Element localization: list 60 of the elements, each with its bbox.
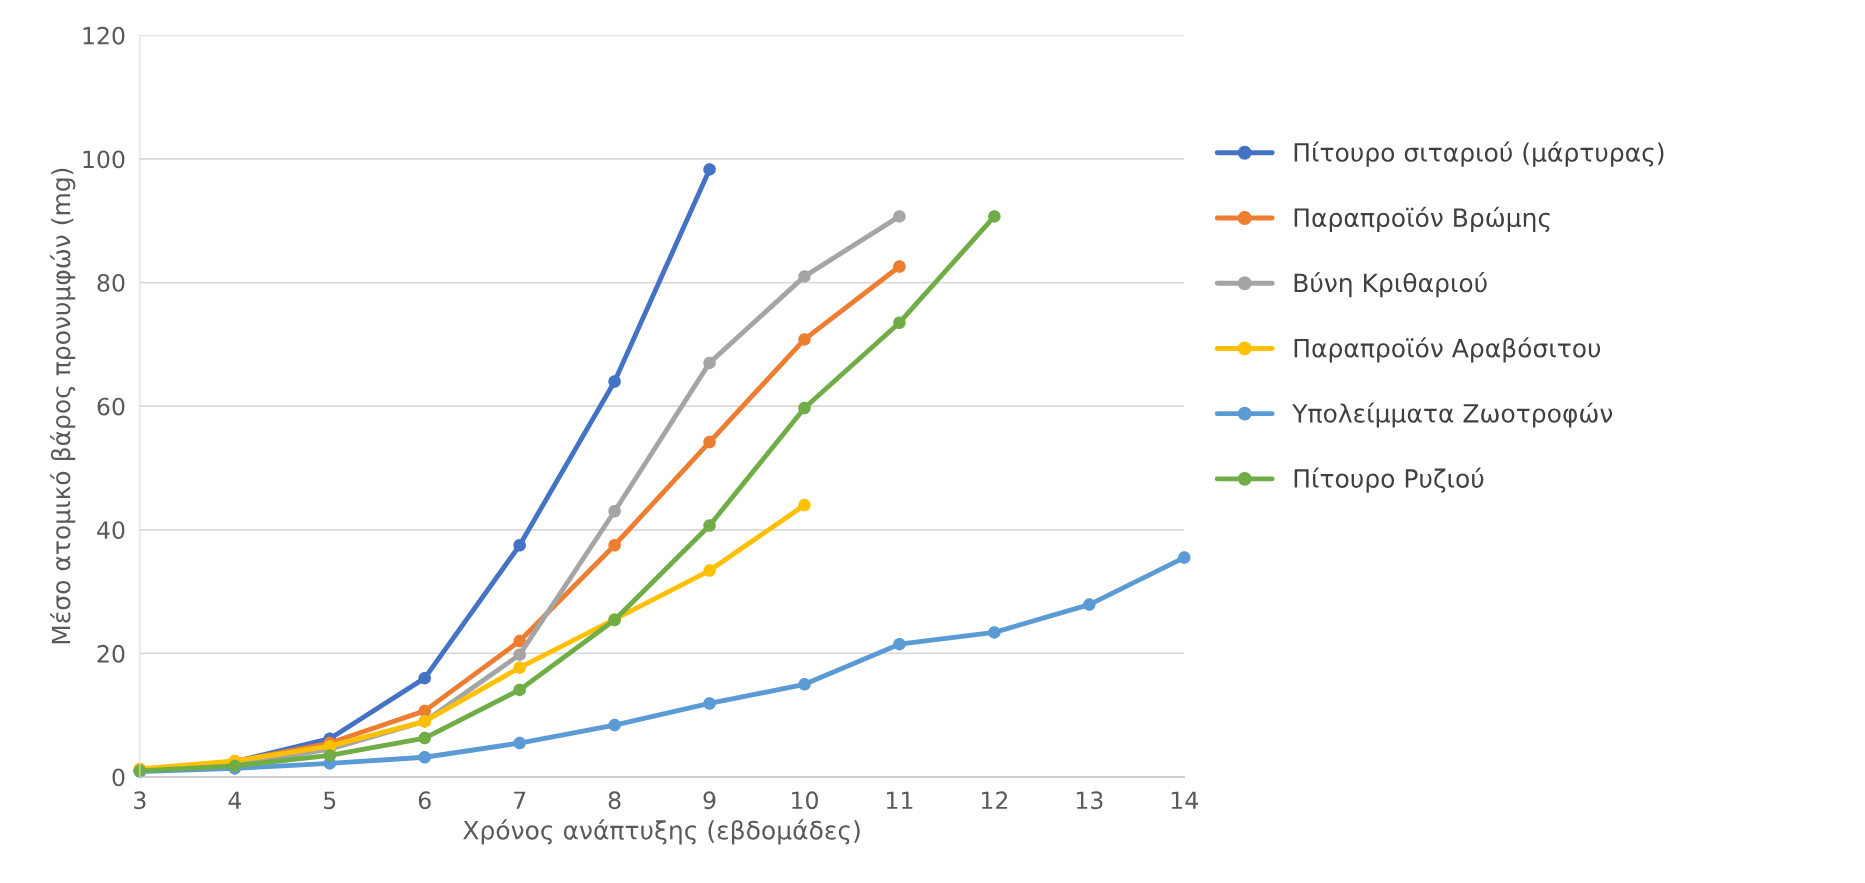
point bbox=[1178, 551, 1191, 564]
x-tick-label: 9 bbox=[703, 791, 716, 810]
point bbox=[798, 333, 811, 346]
x-tick-label: 5 bbox=[324, 791, 336, 810]
x-tick-label: 12 bbox=[981, 791, 1008, 809]
point bbox=[988, 626, 1001, 639]
x-axis-title: Χρόνος ανάπτυξης (εβδομάδες) bbox=[463, 819, 860, 845]
point bbox=[513, 634, 526, 648]
point bbox=[323, 749, 337, 762]
y-tick-label: 100 bbox=[83, 150, 125, 169]
legend-label: Παραπροϊόν Αραβόσιτου bbox=[1294, 337, 1601, 363]
point bbox=[893, 260, 906, 273]
point bbox=[988, 210, 1001, 223]
legend-label: Βύνη Κριθαριού bbox=[1294, 272, 1487, 298]
x-tick-label: 13 bbox=[1076, 791, 1103, 810]
point bbox=[513, 539, 526, 552]
x-tick-label: 8 bbox=[608, 791, 621, 810]
point bbox=[1083, 598, 1096, 611]
point bbox=[798, 498, 811, 512]
point bbox=[703, 697, 716, 710]
point bbox=[703, 435, 716, 449]
point bbox=[418, 751, 431, 764]
point bbox=[513, 736, 526, 750]
point bbox=[513, 683, 526, 697]
x-tick-label: 10 bbox=[792, 791, 818, 810]
y-tick-label: 20 bbox=[97, 644, 125, 663]
y-tick-label: 60 bbox=[97, 397, 125, 416]
legend-label: Πίτουρο Ρυζιού bbox=[1294, 467, 1484, 493]
point bbox=[893, 316, 906, 329]
point bbox=[418, 731, 431, 745]
point bbox=[798, 678, 811, 691]
y-axis-title: Μέσο ατομικό βάρος προνυμφών (mg) bbox=[50, 168, 76, 644]
point bbox=[798, 270, 811, 283]
x-tick-label: 7 bbox=[514, 791, 526, 809]
point bbox=[513, 661, 526, 674]
point bbox=[608, 539, 621, 552]
point bbox=[513, 648, 526, 661]
point bbox=[608, 505, 621, 518]
y-tick-label: 120 bbox=[83, 26, 125, 45]
legend-label: Παραπροϊόν Βρώμης bbox=[1294, 206, 1550, 232]
point bbox=[893, 210, 906, 223]
legend-label: Πίτουρο σιταριού (μάρτυρας) bbox=[1294, 141, 1664, 167]
point bbox=[608, 718, 621, 732]
y-tick-label: 40 bbox=[97, 521, 125, 540]
legend-label: Υπολείμματα Ζωοτροφών bbox=[1292, 402, 1613, 428]
point bbox=[703, 519, 716, 532]
point bbox=[703, 163, 716, 176]
y-tick-label: 80 bbox=[97, 274, 125, 292]
x-tick-label: 4 bbox=[228, 791, 242, 809]
point bbox=[703, 356, 716, 370]
point bbox=[798, 401, 811, 415]
x-tick-label: 6 bbox=[418, 791, 431, 810]
x-tick-label: 11 bbox=[887, 791, 913, 809]
y-tick-label: 0 bbox=[112, 768, 125, 787]
point bbox=[703, 564, 716, 577]
x-tick-label: 3 bbox=[134, 791, 146, 810]
point bbox=[893, 637, 906, 651]
x-tick-label: 14 bbox=[1171, 791, 1198, 809]
point bbox=[418, 671, 431, 685]
point bbox=[608, 375, 621, 388]
